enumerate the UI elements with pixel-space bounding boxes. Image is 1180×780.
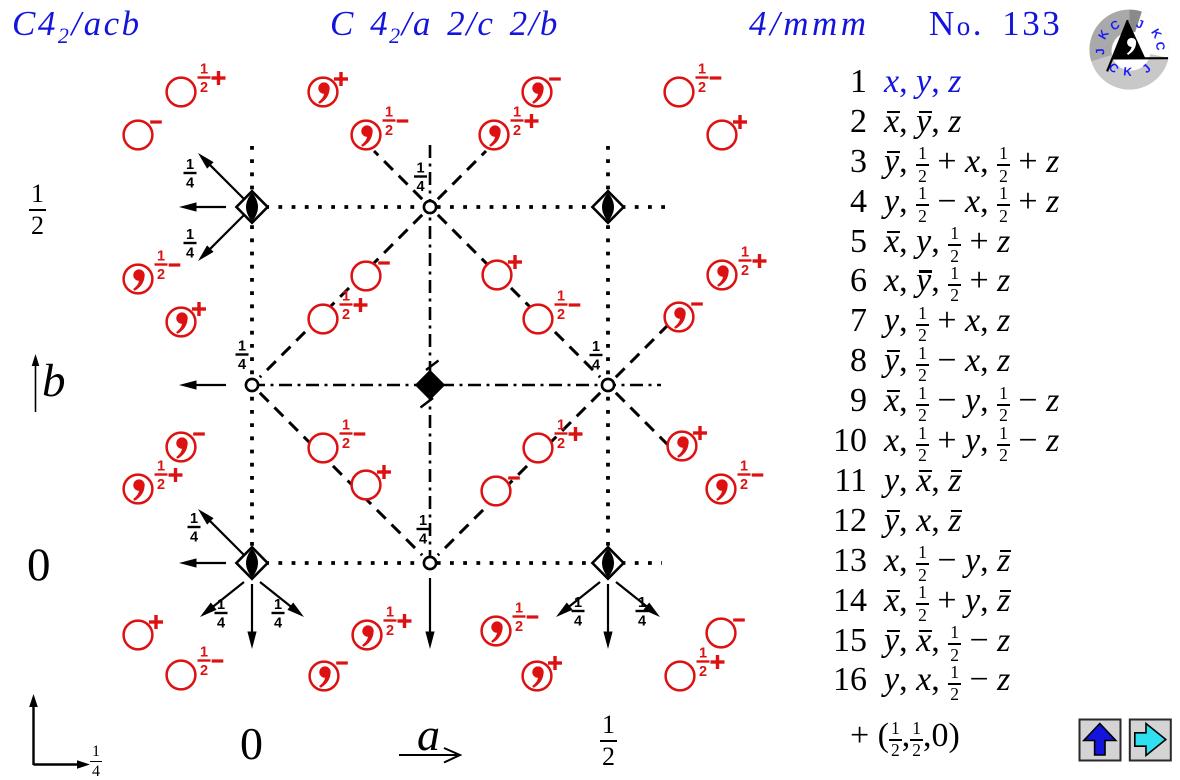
svg-text:1: 1 bbox=[574, 595, 582, 611]
svg-text:1: 1 bbox=[274, 597, 282, 613]
svg-text:4: 4 bbox=[186, 176, 194, 192]
svg-text:2: 2 bbox=[557, 436, 565, 452]
svg-text:1: 1 bbox=[741, 244, 749, 260]
svg-text:2: 2 bbox=[386, 623, 394, 639]
svg-text:1: 1 bbox=[200, 61, 208, 77]
svg-text:1: 1 bbox=[342, 288, 350, 304]
svg-text:2: 2 bbox=[157, 267, 165, 283]
svg-text:2: 2 bbox=[740, 477, 748, 493]
svg-text:1: 1 bbox=[385, 104, 393, 120]
svg-text:1: 1 bbox=[740, 458, 748, 474]
svg-text:1: 1 bbox=[200, 644, 208, 660]
svg-text:4: 4 bbox=[592, 358, 600, 374]
svg-text:2: 2 bbox=[741, 263, 749, 279]
svg-text:1: 1 bbox=[419, 513, 427, 529]
svg-text:4: 4 bbox=[274, 616, 282, 632]
svg-text:1: 1 bbox=[515, 600, 523, 616]
svg-text:1: 1 bbox=[592, 339, 600, 355]
svg-text:1: 1 bbox=[157, 458, 165, 474]
svg-text:2: 2 bbox=[342, 307, 350, 323]
svg-text:1: 1 bbox=[557, 288, 565, 304]
svg-text:1: 1 bbox=[513, 104, 521, 120]
svg-text:2: 2 bbox=[557, 307, 565, 323]
svg-text:4: 4 bbox=[238, 357, 246, 373]
svg-text:1: 1 bbox=[157, 248, 165, 264]
svg-text:1: 1 bbox=[217, 597, 225, 613]
svg-text:1: 1 bbox=[186, 227, 194, 243]
svg-text:2: 2 bbox=[385, 123, 393, 139]
svg-text:1: 1 bbox=[638, 595, 646, 611]
svg-text:2: 2 bbox=[200, 663, 208, 679]
svg-text:4: 4 bbox=[574, 614, 582, 630]
svg-text:1: 1 bbox=[699, 645, 707, 661]
svg-text:2: 2 bbox=[699, 664, 707, 680]
svg-text:2: 2 bbox=[200, 80, 208, 96]
svg-text:4: 4 bbox=[416, 179, 424, 195]
svg-text:1: 1 bbox=[190, 511, 198, 527]
svg-text:2: 2 bbox=[513, 123, 521, 139]
svg-text:1: 1 bbox=[557, 417, 565, 433]
svg-text:1: 1 bbox=[416, 160, 424, 176]
svg-text:2: 2 bbox=[698, 80, 706, 96]
svg-text:J: J bbox=[1093, 48, 1107, 56]
svg-text:2: 2 bbox=[342, 436, 350, 452]
svg-text:1: 1 bbox=[386, 604, 394, 620]
svg-text:2: 2 bbox=[157, 477, 165, 493]
svg-text:4: 4 bbox=[217, 616, 225, 632]
svg-text:4: 4 bbox=[419, 532, 427, 548]
svg-text:4: 4 bbox=[638, 614, 646, 630]
svg-text:2: 2 bbox=[515, 619, 523, 635]
svg-text:1: 1 bbox=[698, 61, 706, 77]
svg-text:1: 1 bbox=[186, 157, 194, 173]
svg-text:1: 1 bbox=[342, 417, 350, 433]
svg-text:1: 1 bbox=[238, 338, 246, 354]
svg-text:4: 4 bbox=[190, 530, 198, 546]
svg-text:4: 4 bbox=[186, 246, 194, 262]
